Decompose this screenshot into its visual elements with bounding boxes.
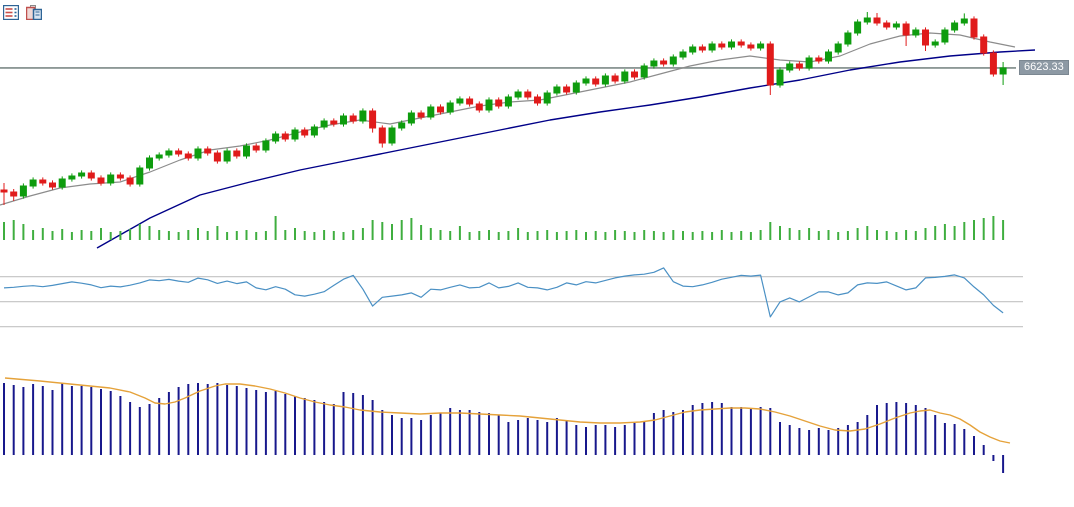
ma-fast-line xyxy=(0,32,1016,206)
quote-list-icon[interactable] xyxy=(3,5,19,20)
ma-slow-line xyxy=(96,49,1036,249)
toolbar xyxy=(3,5,42,21)
volume-bars xyxy=(3,216,1005,240)
last-price-label: 6623.33 xyxy=(1019,60,1069,75)
macd-signal-line xyxy=(4,377,1011,444)
chart-windows-icon[interactable] xyxy=(26,5,42,20)
candles-group xyxy=(0,12,1007,205)
oscillator-gridlines xyxy=(0,276,1023,328)
oscillator-line xyxy=(3,267,1004,318)
macd-histogram xyxy=(3,383,1005,473)
